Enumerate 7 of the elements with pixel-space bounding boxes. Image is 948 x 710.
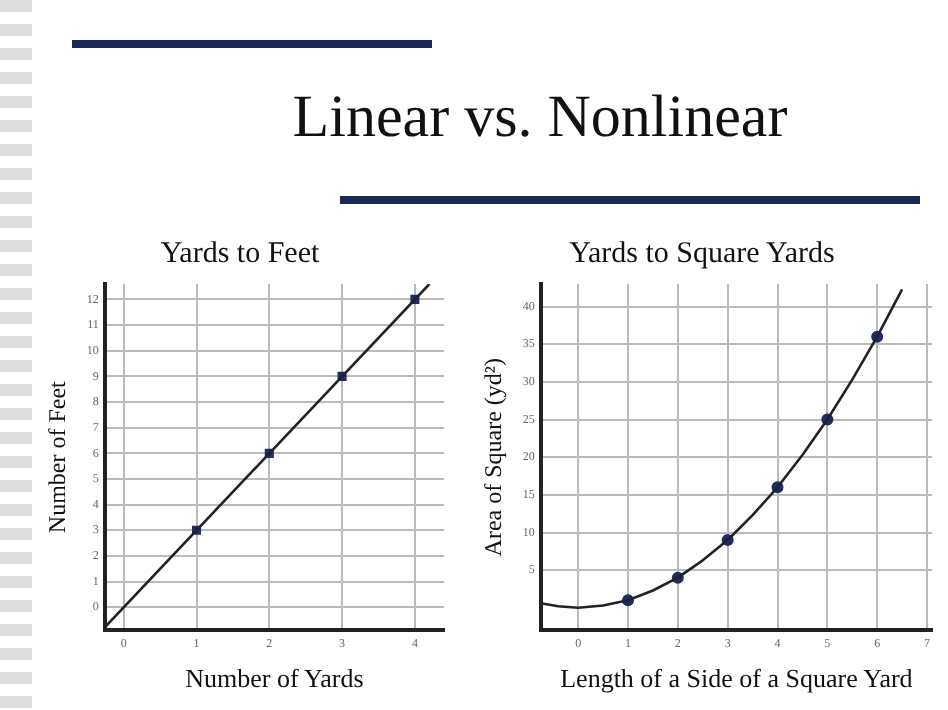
chart-title: Yards to Feet bbox=[160, 237, 321, 270]
y-axis-title: Number of Feet bbox=[42, 379, 71, 534]
x-axis-title: Length of a Side of a Square Yard bbox=[560, 663, 914, 694]
text: Linear vs. Nonlinear bbox=[290, 84, 790, 152]
x-axis-title: Number of Yards bbox=[185, 663, 364, 694]
chart-title: Yards to Square Yards bbox=[569, 237, 835, 270]
y-axis-title: Area of Square (yd²) bbox=[478, 357, 507, 557]
